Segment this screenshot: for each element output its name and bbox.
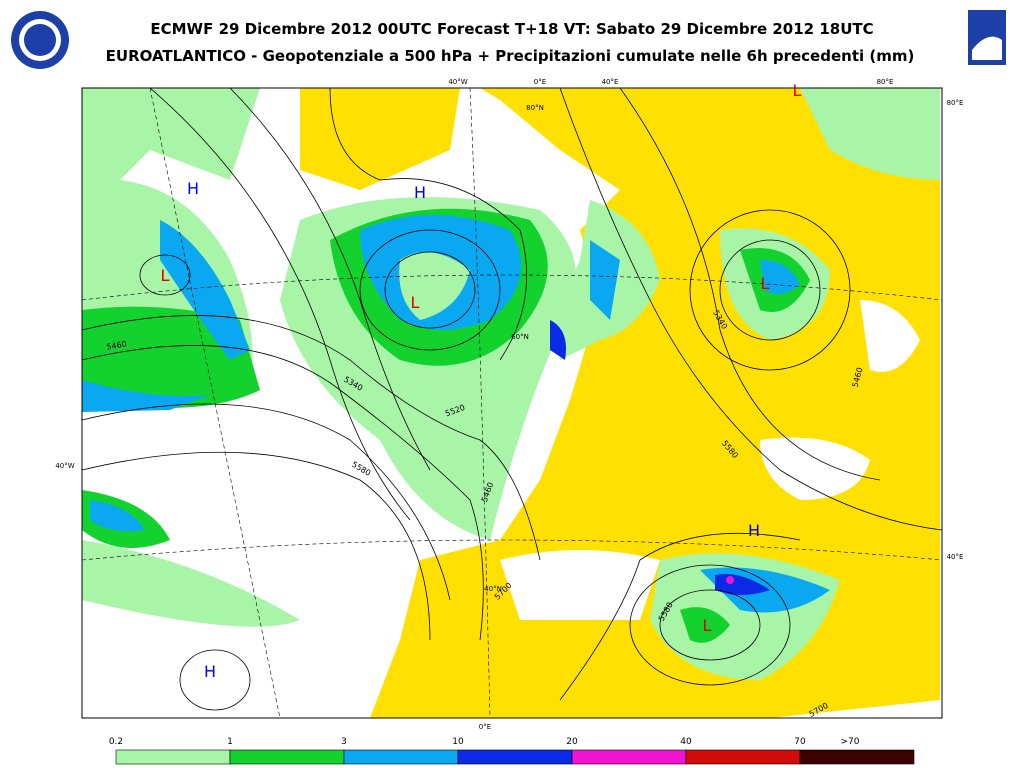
graticule-label: 0°E	[534, 78, 546, 86]
graticule-label: 40°N	[484, 585, 502, 593]
pressure-center: L	[703, 616, 712, 635]
graticule-label: 60°N	[511, 333, 529, 341]
graticule-label: 40°W	[55, 462, 74, 470]
legend-swatch	[115, 749, 231, 765]
legend-label: 3	[341, 737, 347, 747]
legend-label: 20	[566, 737, 578, 747]
graticule-label: 40°E	[947, 553, 964, 561]
legend-label: 70	[794, 737, 806, 747]
legend-label: 40	[680, 737, 692, 747]
pressure-center: H	[414, 183, 426, 202]
pressure-center: L	[761, 274, 770, 293]
title: ECMWF 29 Dicembre 2012 00UTC Forecast T+…	[150, 20, 873, 38]
graticule-label: 40°W	[448, 78, 467, 86]
graticule-label: 80°N	[526, 104, 544, 112]
legend-swatch	[571, 749, 687, 765]
legend-swatch	[685, 749, 801, 765]
contour-label: 5460	[106, 339, 128, 351]
pressure-center: L	[793, 81, 802, 100]
pressure-center: H	[204, 662, 216, 681]
legend-label: >70	[841, 737, 860, 747]
graticule-label: 80°E	[877, 78, 894, 86]
map: 40°W 0°E 40°E 80°E 80°N 80°E 40°W 40°E 0°E 60°N 40…	[55, 78, 963, 731]
legend-swatch	[229, 749, 345, 765]
legend-swatch	[457, 749, 573, 765]
logo-left	[11, 11, 69, 69]
legend-swatch	[343, 749, 459, 765]
pressure-center: L	[411, 293, 420, 312]
graticule-label: 40°E	[602, 78, 619, 86]
legend: 0.2 1 3 10 20 40 70 >70	[109, 737, 915, 765]
pressure-center: H	[187, 179, 199, 198]
graticule-label: 80°E	[947, 99, 964, 107]
logo-right	[968, 10, 1006, 65]
subtitle: EUROATLANTICO - Geopotenziale a 500 hPa …	[106, 47, 915, 65]
pressure-center: H	[748, 521, 760, 540]
legend-label: 0.2	[109, 737, 123, 747]
legend-label: 1	[227, 737, 233, 747]
pressure-center: L	[161, 266, 170, 285]
graticule-label: 0°E	[479, 723, 491, 731]
legend-swatch	[799, 749, 915, 765]
legend-label: 10	[452, 737, 464, 747]
